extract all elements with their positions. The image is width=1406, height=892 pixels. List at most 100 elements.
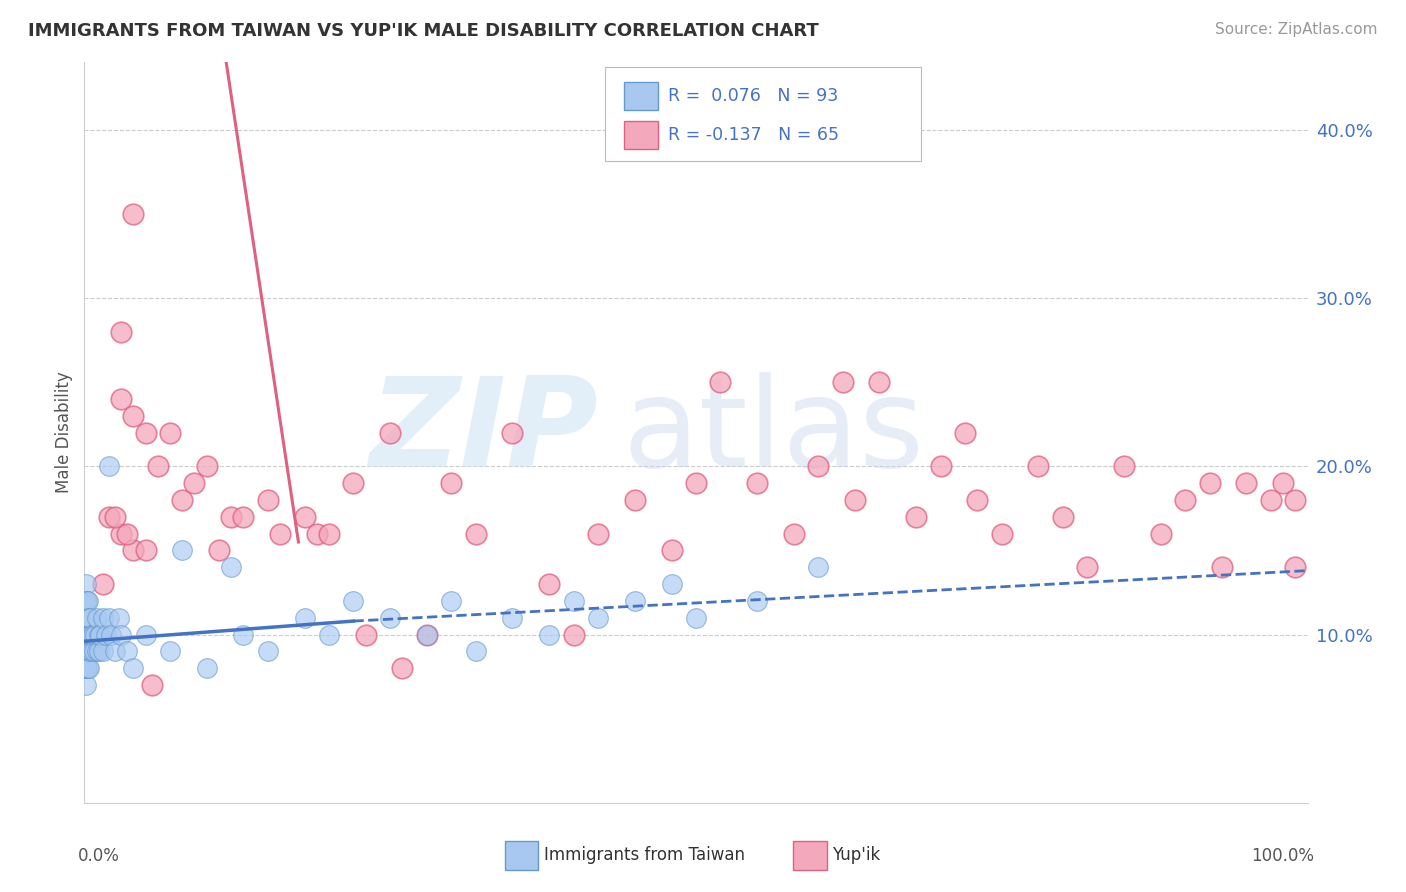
Text: IMMIGRANTS FROM TAIWAN VS YUP'IK MALE DISABILITY CORRELATION CHART: IMMIGRANTS FROM TAIWAN VS YUP'IK MALE DI… xyxy=(28,22,818,40)
Point xyxy=(75,627,97,641)
Point xyxy=(807,459,830,474)
Point xyxy=(1272,476,1295,491)
Point xyxy=(75,627,97,641)
Point xyxy=(586,526,609,541)
Point xyxy=(104,644,127,658)
Point xyxy=(75,661,97,675)
Point xyxy=(75,627,97,641)
Text: 0.0%: 0.0% xyxy=(79,847,120,865)
Point xyxy=(562,627,585,641)
Text: Source: ZipAtlas.com: Source: ZipAtlas.com xyxy=(1215,22,1378,37)
Point xyxy=(269,526,291,541)
Point xyxy=(91,577,114,591)
Point xyxy=(75,644,97,658)
Point xyxy=(75,610,97,624)
Point xyxy=(79,644,101,658)
Text: ZIP: ZIP xyxy=(370,372,598,493)
Point xyxy=(1114,459,1136,474)
Point xyxy=(380,425,402,440)
Point xyxy=(86,644,108,658)
Point xyxy=(79,610,101,624)
Point xyxy=(75,577,97,591)
Point xyxy=(104,509,127,524)
Point xyxy=(624,594,647,608)
Point xyxy=(97,509,120,524)
Point xyxy=(586,610,609,624)
Point xyxy=(77,644,100,658)
Point xyxy=(76,644,98,658)
Point xyxy=(75,594,97,608)
Point xyxy=(747,476,769,491)
Point xyxy=(747,594,769,608)
Point xyxy=(464,644,486,658)
Point xyxy=(1150,526,1173,541)
Point xyxy=(77,610,100,624)
Point xyxy=(953,425,976,440)
Point xyxy=(122,207,145,221)
Point xyxy=(208,543,231,558)
Text: R = -0.137   N = 65: R = -0.137 N = 65 xyxy=(668,126,839,144)
Point xyxy=(141,678,163,692)
Point xyxy=(1076,560,1098,574)
Point xyxy=(305,526,328,541)
Point xyxy=(318,627,340,641)
Point xyxy=(86,610,108,624)
Point xyxy=(110,526,132,541)
Point xyxy=(172,492,194,507)
Point xyxy=(89,627,111,641)
Point xyxy=(1236,476,1258,491)
Point xyxy=(624,492,647,507)
Point xyxy=(87,627,110,641)
Point xyxy=(1052,509,1074,524)
Point xyxy=(135,627,157,641)
Point xyxy=(342,476,364,491)
Point xyxy=(661,577,683,591)
Point xyxy=(195,661,218,675)
Point xyxy=(685,610,707,624)
Point xyxy=(966,492,988,507)
Point xyxy=(219,560,242,574)
Point xyxy=(110,325,132,339)
Point xyxy=(661,543,683,558)
Point xyxy=(159,644,181,658)
Point xyxy=(77,644,100,658)
Point xyxy=(79,627,101,641)
Point xyxy=(115,644,138,658)
Point xyxy=(1198,476,1220,491)
Point xyxy=(87,644,110,658)
Point xyxy=(82,627,104,641)
Point xyxy=(77,610,100,624)
Point xyxy=(232,627,254,641)
Point xyxy=(135,425,157,440)
Point xyxy=(391,661,413,675)
Point xyxy=(77,661,100,675)
Point xyxy=(146,459,169,474)
Point xyxy=(1174,492,1197,507)
Point xyxy=(75,661,97,675)
Point xyxy=(783,526,806,541)
Point xyxy=(318,526,340,541)
Point xyxy=(76,644,98,658)
Point xyxy=(464,526,486,541)
Point xyxy=(115,526,138,541)
Point xyxy=(83,644,105,658)
Point xyxy=(685,476,707,491)
Point xyxy=(1260,492,1282,507)
Point xyxy=(76,661,98,675)
Point xyxy=(232,509,254,524)
Point xyxy=(562,594,585,608)
Point xyxy=(77,594,100,608)
Point xyxy=(172,543,194,558)
Point xyxy=(122,409,145,423)
Point xyxy=(100,627,122,641)
Point xyxy=(1284,560,1306,574)
Point xyxy=(76,644,98,658)
Point xyxy=(75,644,97,658)
Text: atlas: atlas xyxy=(623,372,925,493)
Point xyxy=(440,594,463,608)
Point xyxy=(159,425,181,440)
Point xyxy=(342,594,364,608)
Point xyxy=(183,476,205,491)
Point xyxy=(96,627,118,641)
Point xyxy=(110,627,132,641)
